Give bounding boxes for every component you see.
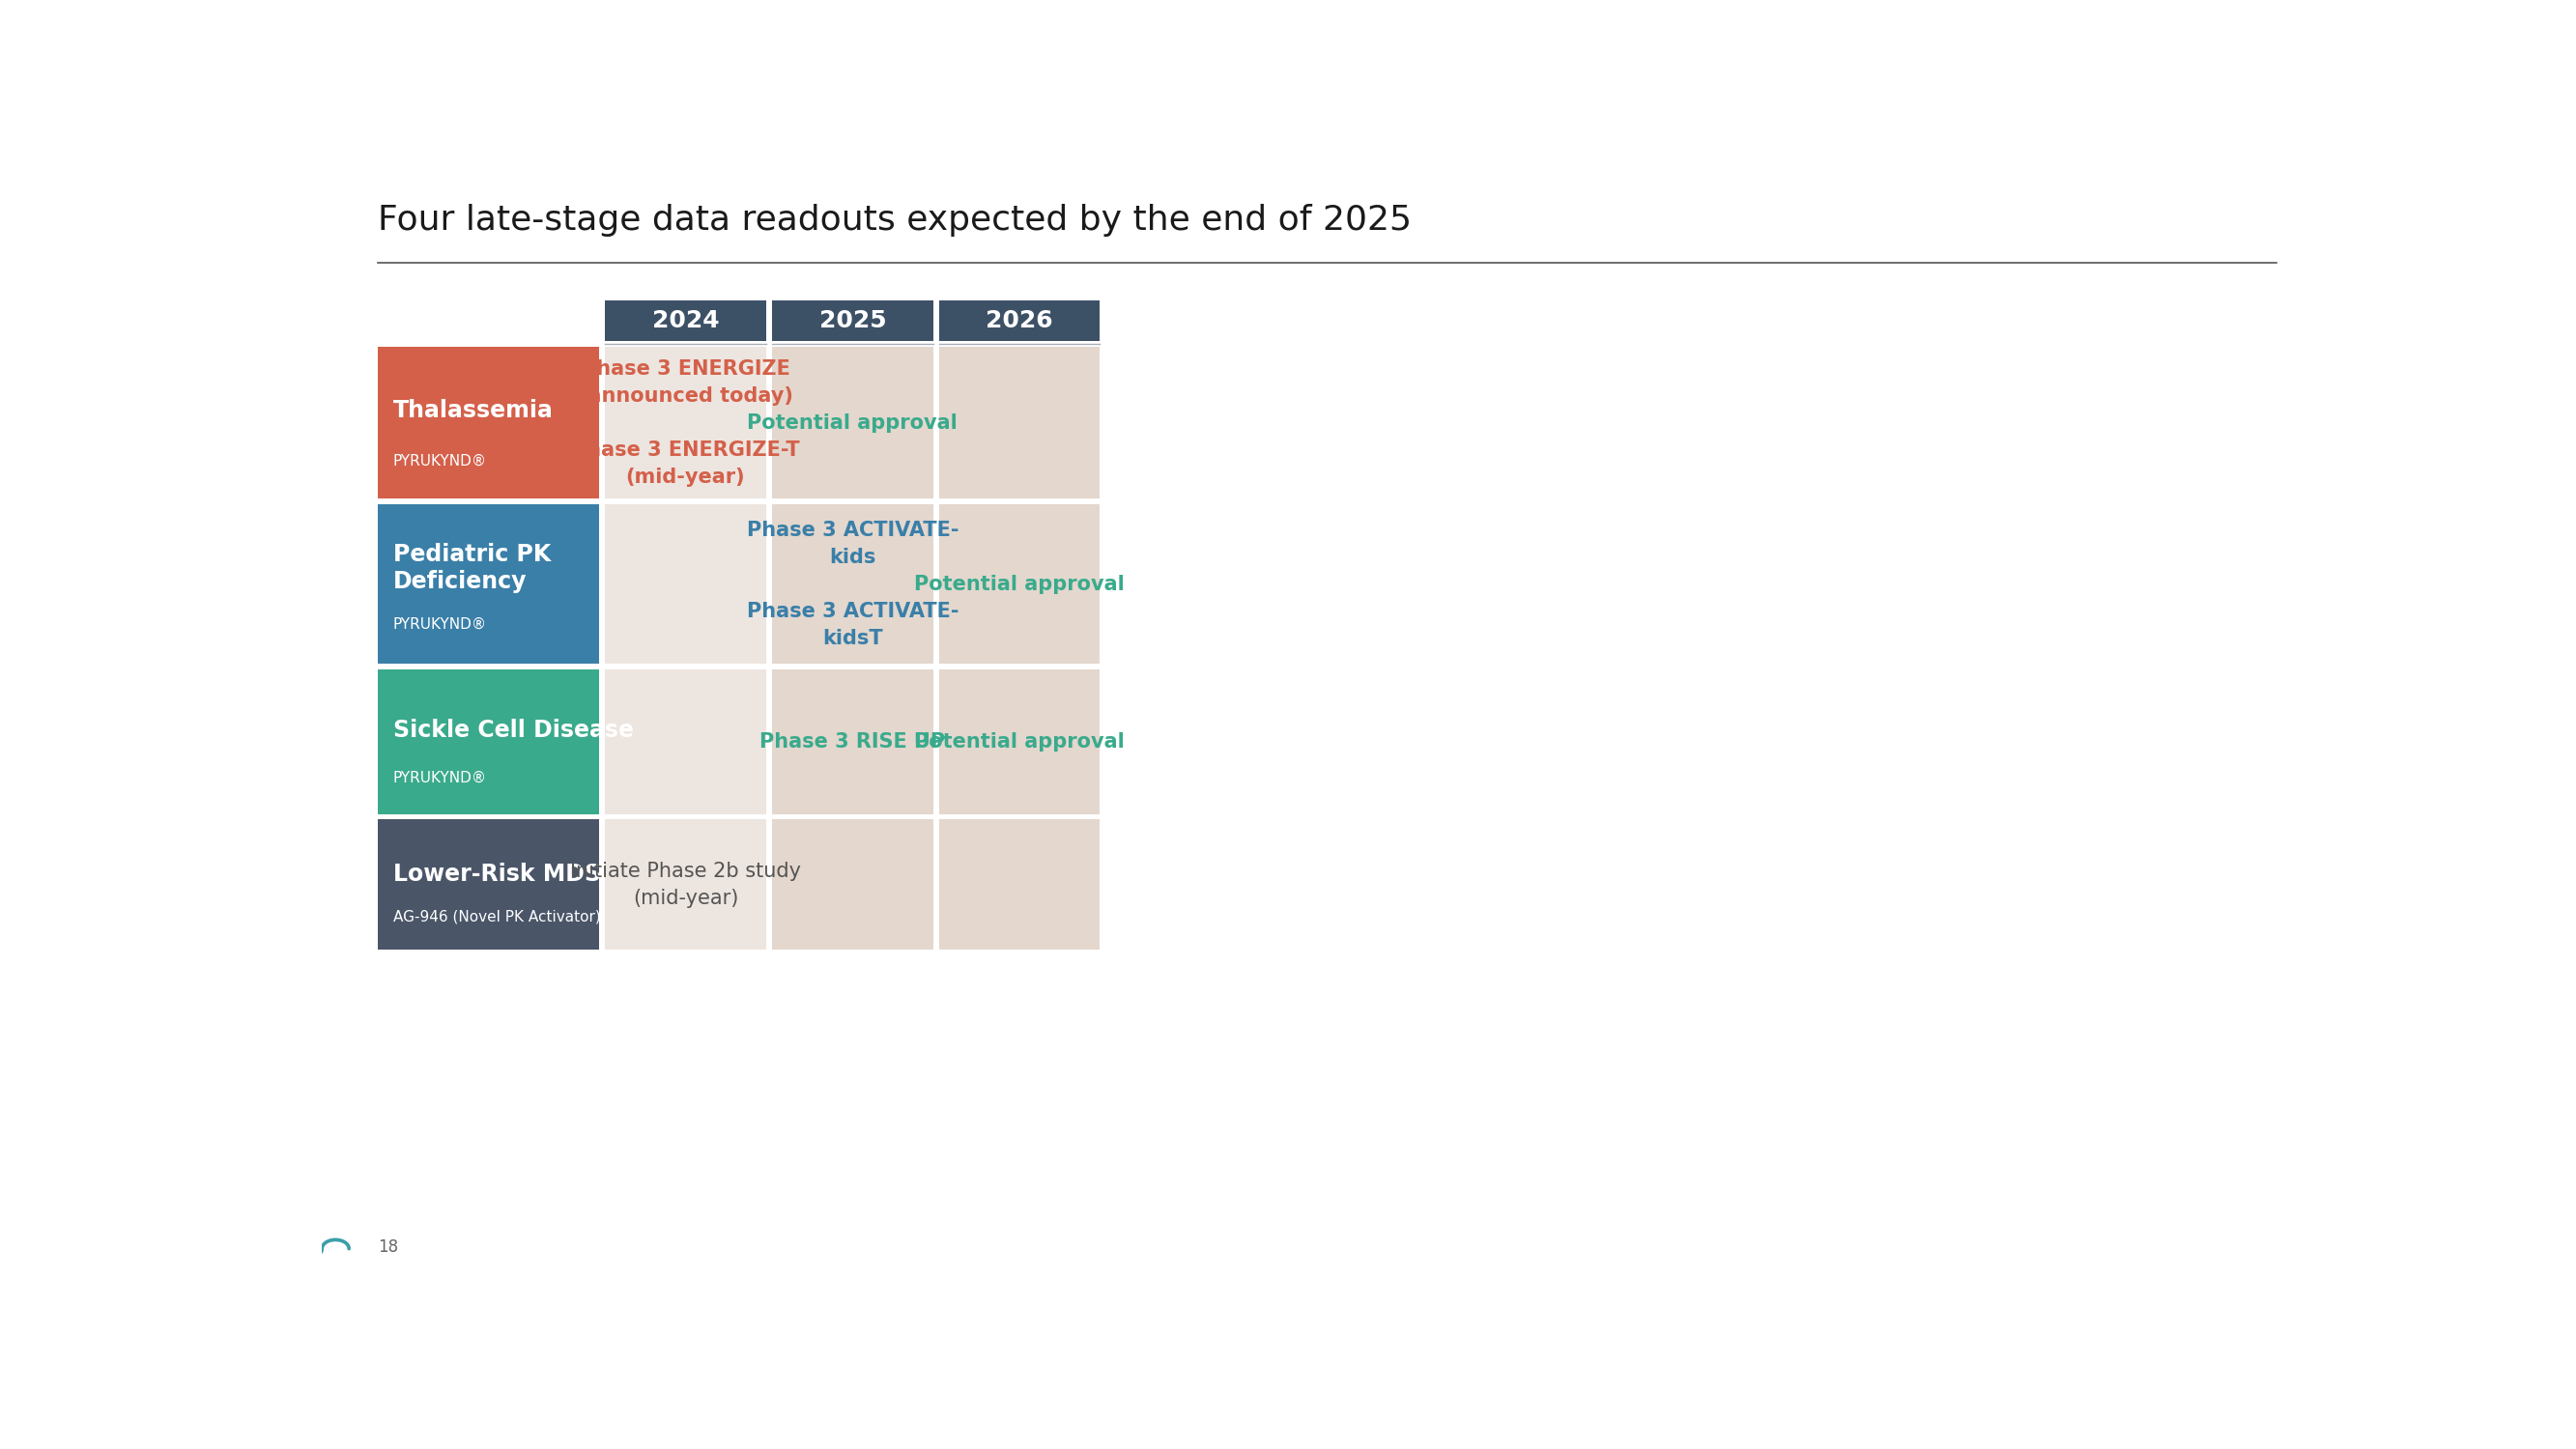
FancyBboxPatch shape — [773, 300, 933, 342]
Text: Phase 3 ACTIVATE-
kids

Phase 3 ACTIVATE-
kidsT: Phase 3 ACTIVATE- kids Phase 3 ACTIVATE-… — [747, 520, 958, 648]
FancyBboxPatch shape — [940, 504, 1100, 664]
FancyBboxPatch shape — [605, 504, 765, 664]
Text: 2025: 2025 — [819, 309, 886, 332]
Text: Lower-Risk MDS: Lower-Risk MDS — [394, 862, 600, 885]
Text: Pediatric PK
Deficiency: Pediatric PK Deficiency — [394, 542, 551, 594]
FancyBboxPatch shape — [940, 346, 1100, 498]
FancyBboxPatch shape — [940, 820, 1100, 949]
Text: Phase 3 RISE UP: Phase 3 RISE UP — [760, 732, 945, 752]
Text: PYRUKYND®: PYRUKYND® — [394, 617, 487, 632]
FancyBboxPatch shape — [940, 669, 1100, 814]
Text: Four late-stage data readouts expected by the end of 2025: Four late-stage data readouts expected b… — [379, 204, 1412, 236]
FancyBboxPatch shape — [379, 346, 600, 498]
FancyBboxPatch shape — [379, 669, 600, 814]
Text: 2026: 2026 — [987, 309, 1054, 332]
FancyBboxPatch shape — [605, 346, 765, 498]
FancyBboxPatch shape — [773, 346, 933, 498]
Text: PYRUKYND®: PYRUKYND® — [394, 454, 487, 468]
FancyBboxPatch shape — [605, 669, 765, 814]
Text: Initiate Phase 2b study
(mid-year): Initiate Phase 2b study (mid-year) — [569, 861, 801, 907]
Text: Potential approval: Potential approval — [914, 574, 1126, 594]
FancyBboxPatch shape — [773, 820, 933, 949]
Text: 18: 18 — [379, 1239, 399, 1256]
FancyBboxPatch shape — [940, 300, 1100, 342]
FancyBboxPatch shape — [379, 504, 600, 664]
Text: 2024: 2024 — [652, 309, 719, 332]
Text: Thalassemia: Thalassemia — [394, 398, 554, 422]
FancyBboxPatch shape — [605, 300, 765, 342]
FancyBboxPatch shape — [773, 504, 933, 664]
FancyBboxPatch shape — [605, 820, 765, 949]
FancyBboxPatch shape — [379, 820, 600, 949]
Text: Phase 3 ENERGIZE
(announced today)

Phase 3 ENERGIZE-T
(mid-year): Phase 3 ENERGIZE (announced today) Phase… — [572, 359, 799, 487]
Text: Sickle Cell Disease: Sickle Cell Disease — [394, 719, 634, 742]
Text: Potential approval: Potential approval — [914, 732, 1126, 752]
Text: Potential approval: Potential approval — [747, 413, 958, 432]
Text: AG-946 (Novel PK Activator): AG-946 (Novel PK Activator) — [394, 910, 600, 924]
FancyBboxPatch shape — [773, 669, 933, 814]
Text: PYRUKYND®: PYRUKYND® — [394, 771, 487, 785]
